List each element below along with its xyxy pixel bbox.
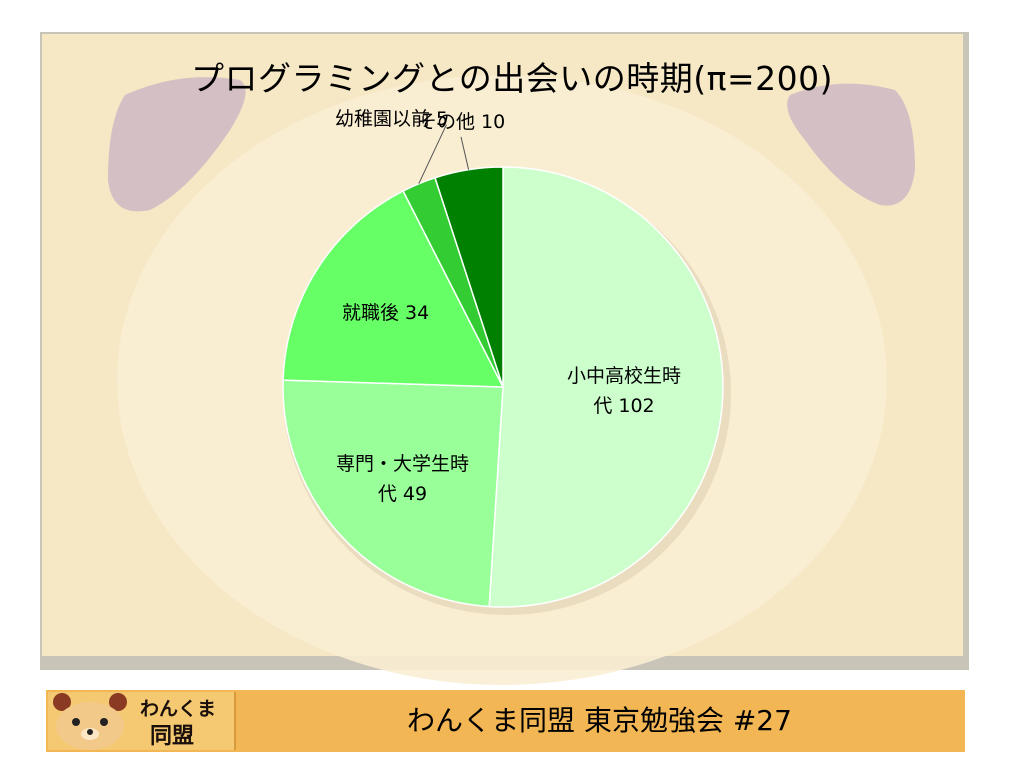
logo-text-top: わんくま bbox=[140, 698, 217, 720]
pie-slice-2 bbox=[282, 189, 505, 388]
pie-label-line: 代 49 bbox=[377, 483, 428, 505]
pie-label-line: 幼稚園以前 5 bbox=[335, 108, 449, 130]
bear-right-ear-decoration bbox=[787, 83, 915, 206]
pie-label-3: 幼稚園以前 5 bbox=[335, 104, 448, 134]
pie-leader-3 bbox=[418, 124, 447, 184]
pie-label-line: 就職後 34 bbox=[342, 302, 430, 324]
pie-label-4: その他 10 bbox=[418, 107, 505, 137]
bear-left-ear-decoration bbox=[108, 77, 246, 212]
pie-label-line: 小中高校生時 bbox=[567, 365, 682, 387]
chart-title: プログラミングとの出会いの時期(π=200) bbox=[191, 59, 833, 98]
pie-label-line: その他 10 bbox=[418, 111, 506, 133]
pie-slice-4 bbox=[434, 166, 504, 388]
pie-leader-4 bbox=[460, 136, 470, 170]
pie-label-1: 専門・大学生時代 49 bbox=[336, 449, 469, 509]
pie-label-2: 就職後 34 bbox=[342, 298, 429, 328]
pie-label-line: 代 102 bbox=[593, 395, 655, 417]
pie-chart bbox=[282, 124, 731, 615]
pie-slice-1 bbox=[282, 379, 504, 608]
pie-label-line: 専門・大学生時 bbox=[336, 453, 470, 475]
pie-label-0: 小中高校生時代 102 bbox=[567, 361, 681, 421]
pie-slice-0 bbox=[488, 166, 724, 608]
logo-text-bottom: 同盟 bbox=[150, 724, 195, 749]
footer-text: わんくま同盟 東京勉強会 #27 bbox=[407, 704, 792, 737]
bear-logo-icon bbox=[53, 693, 127, 750]
footer-logo bbox=[48, 692, 236, 750]
